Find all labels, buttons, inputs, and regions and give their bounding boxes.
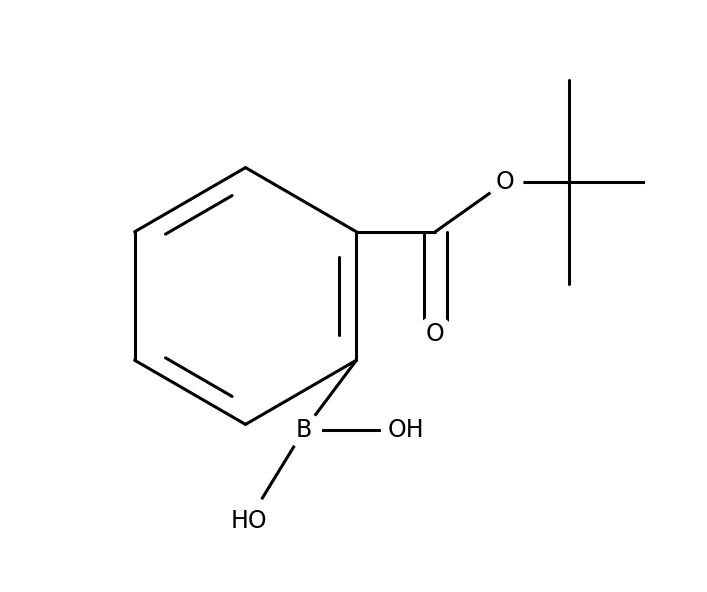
Text: B: B xyxy=(296,418,312,442)
Text: OH: OH xyxy=(387,418,424,442)
Text: HO: HO xyxy=(230,509,267,533)
Circle shape xyxy=(488,165,522,200)
Circle shape xyxy=(382,406,431,455)
Circle shape xyxy=(224,496,273,545)
Text: O: O xyxy=(496,170,515,194)
Circle shape xyxy=(286,413,322,448)
Text: O: O xyxy=(426,322,445,346)
Circle shape xyxy=(418,317,452,352)
